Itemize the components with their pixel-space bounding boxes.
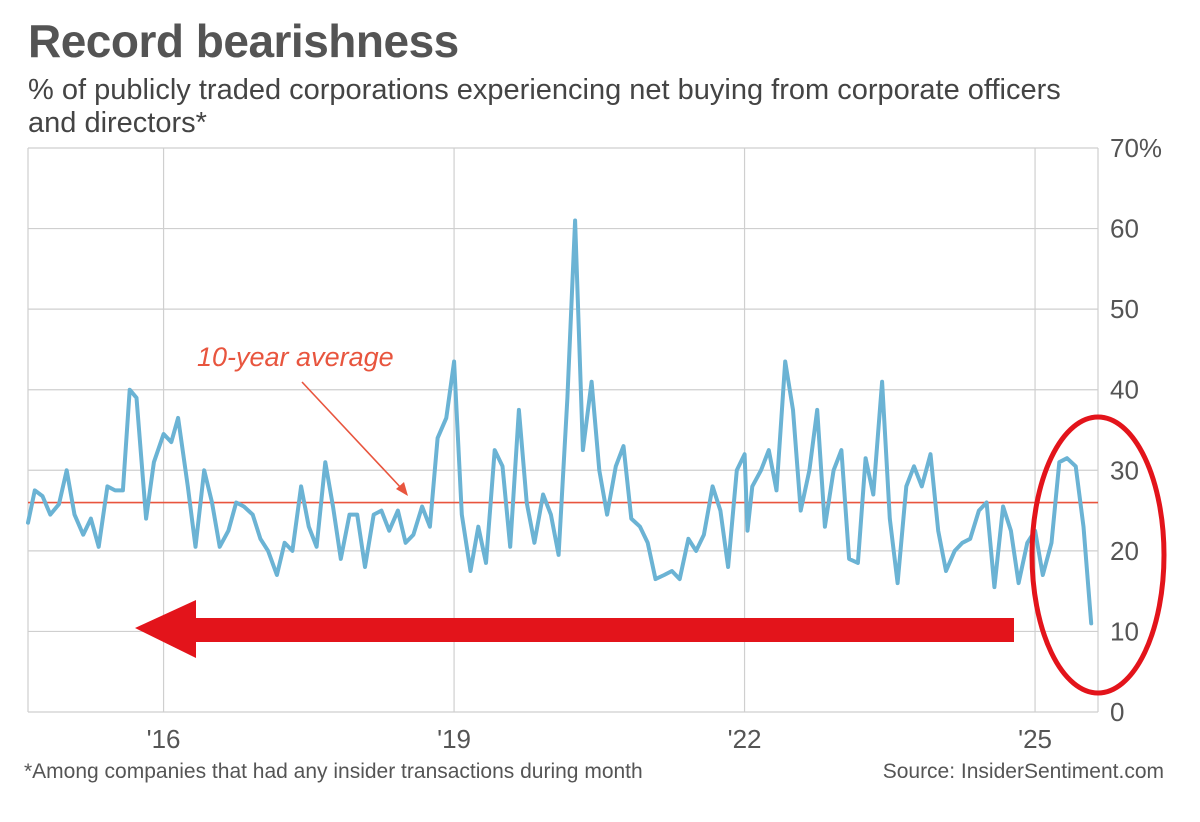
average-pointer-line (301, 381, 404, 491)
annotations: 10-year average (135, 342, 1167, 696)
chart-subtitle: % of publicly traded corporations experi… (28, 74, 1061, 139)
y-tick-label: 30 (1110, 455, 1139, 485)
x-tick-label: '19 (437, 724, 471, 754)
y-tick-label: 70% (1110, 133, 1162, 163)
source-credit: Source: InsiderSentiment.com (882, 760, 1164, 783)
red-arrow-shaft (190, 618, 1014, 642)
series-line (26, 218, 1094, 626)
highlight-ellipse (1029, 414, 1167, 696)
series-group (26, 218, 1094, 626)
y-tick-label: 0 (1110, 697, 1124, 727)
x-tick-label: '16 (147, 724, 181, 754)
x-tick-label: '25 (1018, 724, 1052, 754)
y-tick-label: 50 (1110, 294, 1139, 324)
footnote: *Among companies that had any insider tr… (24, 760, 643, 783)
y-tick-label: 20 (1110, 536, 1139, 566)
y-tick-label: 40 (1110, 375, 1139, 405)
red-arrow-head (135, 600, 196, 658)
x-tick-label: '22 (728, 724, 762, 754)
y-tick-label: 10 (1110, 616, 1139, 646)
y-tick-label: 60 (1110, 214, 1139, 244)
chart-title: Record bearishness (28, 15, 459, 67)
axis-labels: 0 10 20 30 40 50 60 70% '16 '19 '22 '25 (147, 133, 1162, 754)
average-pointer-head (396, 482, 408, 496)
average-label: 10-year average (197, 342, 394, 372)
